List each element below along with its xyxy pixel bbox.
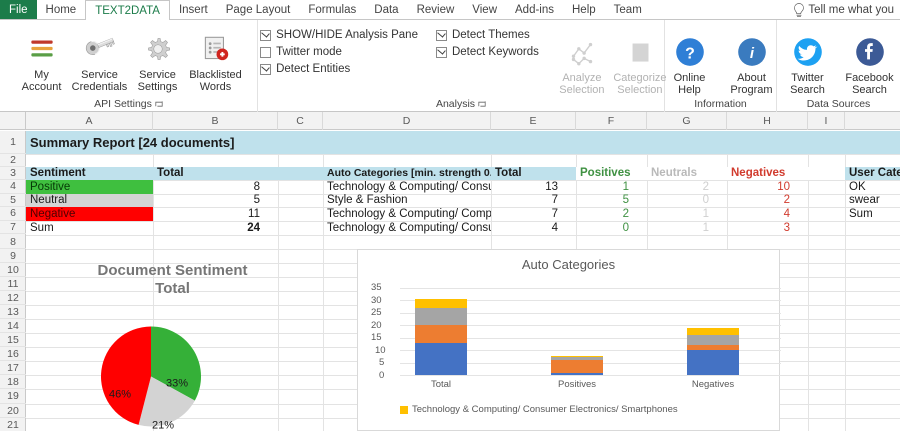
svg-text:?: ?	[685, 45, 695, 62]
svg-text:21%: 21%	[152, 419, 174, 431]
svg-text:33%: 33%	[166, 377, 188, 389]
svg-text:46%: 46%	[109, 388, 131, 400]
